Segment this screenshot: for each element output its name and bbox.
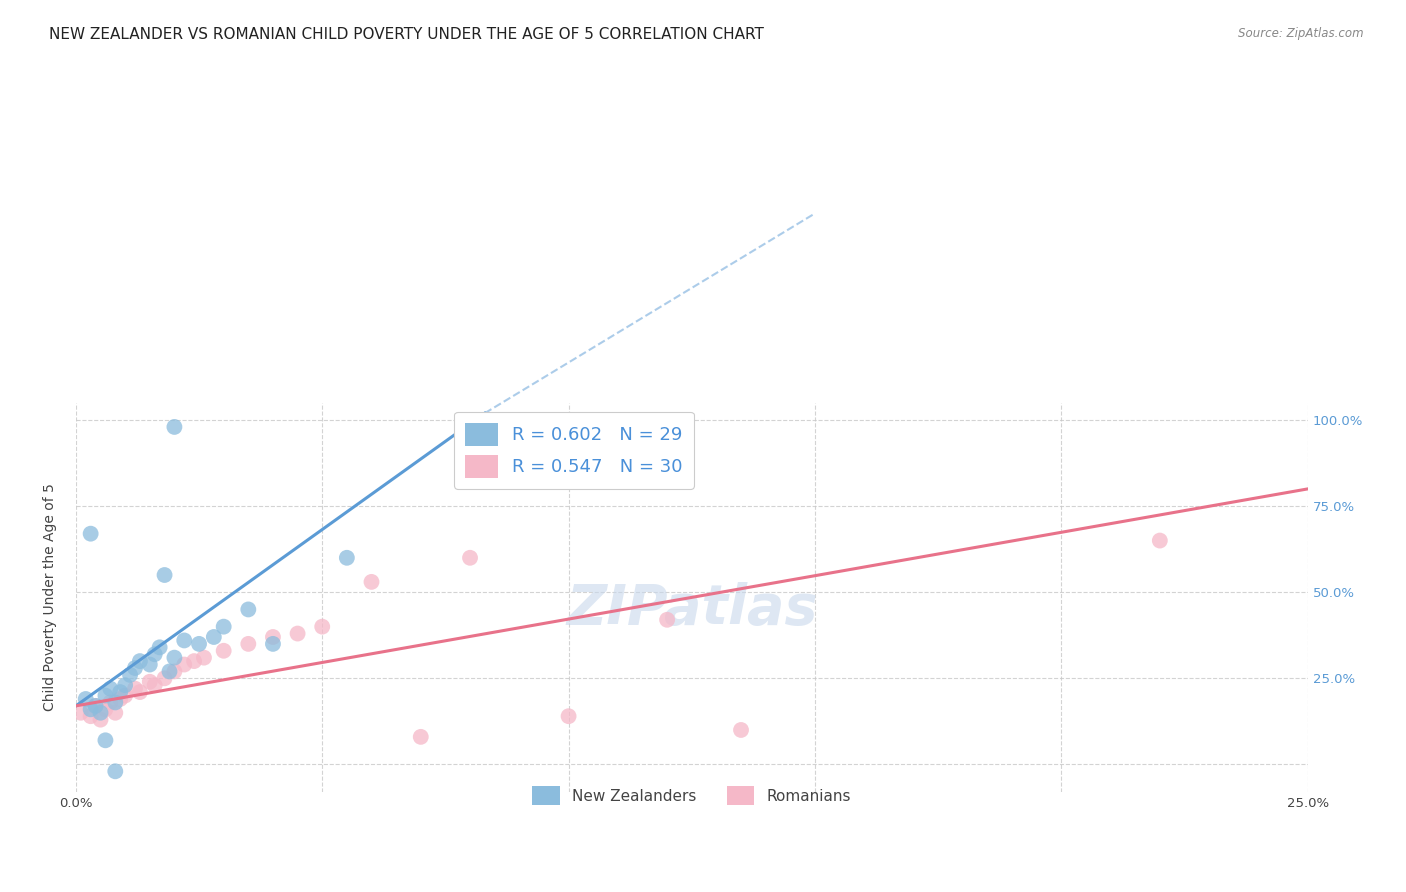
Point: [212, 620, 235, 634]
Point: [311, 620, 333, 634]
Point: [409, 730, 432, 744]
Point: [114, 689, 136, 703]
Point: [173, 633, 195, 648]
Point: [173, 657, 195, 672]
Point: [188, 637, 211, 651]
Y-axis label: Child Poverty Under the Age of 5: Child Poverty Under the Age of 5: [44, 483, 58, 711]
Point: [139, 674, 162, 689]
Point: [153, 671, 176, 685]
Point: [139, 657, 162, 672]
Point: [143, 647, 166, 661]
Legend: New Zealanders, Romanians: New Zealanders, Romanians: [526, 780, 858, 812]
Point: [163, 420, 186, 434]
Point: [238, 637, 260, 651]
Point: [193, 650, 215, 665]
Point: [79, 709, 101, 723]
Point: [104, 706, 127, 720]
Point: [110, 685, 132, 699]
Point: [730, 723, 752, 737]
Point: [336, 550, 359, 565]
Point: [120, 668, 142, 682]
Point: [84, 698, 107, 713]
Point: [163, 665, 186, 679]
Point: [262, 630, 284, 644]
Point: [143, 678, 166, 692]
Point: [287, 626, 309, 640]
Point: [159, 665, 181, 679]
Point: [79, 526, 101, 541]
Text: NEW ZEALANDER VS ROMANIAN CHILD POVERTY UNDER THE AGE OF 5 CORRELATION CHART: NEW ZEALANDER VS ROMANIAN CHILD POVERTY …: [49, 27, 763, 42]
Point: [238, 602, 260, 616]
Point: [79, 702, 101, 716]
Point: [89, 713, 111, 727]
Point: [129, 685, 152, 699]
Point: [94, 702, 117, 716]
Point: [94, 733, 117, 747]
Point: [124, 661, 146, 675]
Point: [104, 764, 127, 779]
Point: [98, 695, 121, 709]
Point: [1149, 533, 1171, 548]
Point: [262, 637, 284, 651]
Point: [202, 630, 225, 644]
Point: [557, 709, 579, 723]
Point: [163, 650, 186, 665]
Point: [212, 644, 235, 658]
Point: [89, 706, 111, 720]
Point: [129, 654, 152, 668]
Text: ZIPatlas: ZIPatlas: [567, 582, 817, 636]
Point: [655, 613, 678, 627]
Point: [94, 689, 117, 703]
Point: [124, 681, 146, 696]
Point: [360, 574, 382, 589]
Point: [183, 654, 205, 668]
Point: [84, 698, 107, 713]
Point: [104, 695, 127, 709]
Point: [114, 678, 136, 692]
Point: [75, 692, 97, 706]
Point: [98, 681, 121, 696]
Point: [458, 550, 481, 565]
Point: [149, 640, 172, 655]
Text: Source: ZipAtlas.com: Source: ZipAtlas.com: [1239, 27, 1364, 40]
Point: [69, 706, 91, 720]
Point: [110, 692, 132, 706]
Point: [153, 568, 176, 582]
